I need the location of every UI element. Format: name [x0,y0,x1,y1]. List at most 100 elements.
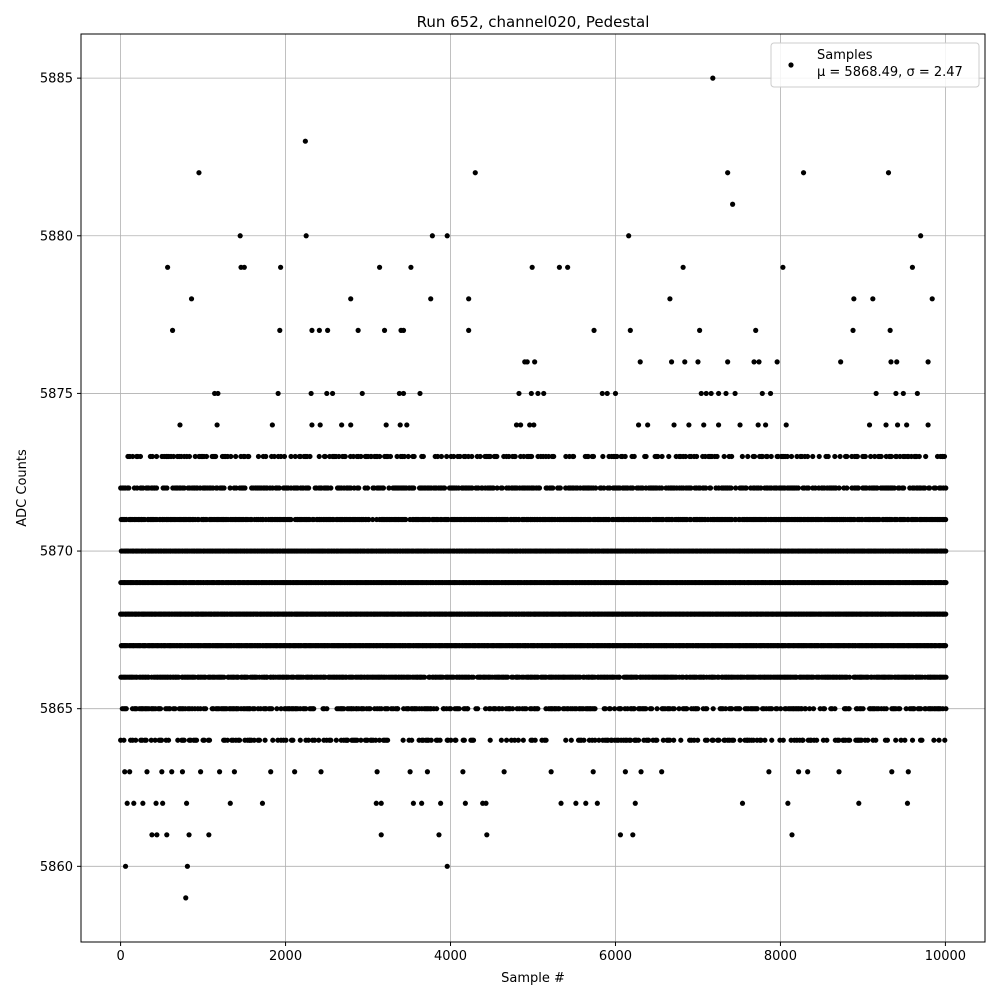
data-point [196,170,202,176]
data-point [499,706,505,712]
data-point [448,706,454,712]
data-point [324,390,330,397]
data-point [333,737,339,743]
data-point [367,706,373,712]
data-point [846,674,853,680]
data-point [666,453,672,460]
data-point [385,737,391,743]
data-point [348,296,354,302]
data-point [667,737,673,743]
data-point [167,706,173,712]
data-point [143,737,149,743]
data-point [710,737,716,743]
data-point [203,706,209,712]
data-point [592,737,598,743]
data-point [421,674,428,680]
data-point [290,737,296,743]
data-point [943,548,949,554]
data-point [941,453,948,460]
data-point [806,706,813,712]
data-point [654,706,660,712]
data-point [593,485,599,491]
data-point [732,390,738,397]
data-point [275,390,281,397]
data-point [503,737,510,743]
data-point [358,737,364,743]
data-point [596,737,602,743]
data-point [532,359,538,365]
data-point [626,233,632,239]
data-point [667,296,673,302]
data-point [873,390,879,397]
data-point [725,170,731,176]
data-point [400,737,406,743]
data-point [169,327,176,333]
data-point [380,485,387,491]
data-point [918,233,924,239]
data-point [888,359,894,365]
data-point [528,453,535,460]
data-point [364,485,371,491]
data-point [281,453,288,460]
data-point [936,737,942,743]
data-point [898,737,904,743]
data-point [434,706,440,712]
data-point [694,453,700,460]
data-point [682,359,688,365]
data-point [729,453,735,460]
data-point [943,706,949,712]
data-point [512,737,518,743]
data-point [844,453,850,460]
data-point [356,485,362,491]
data-point [355,327,361,333]
data-point [283,737,289,743]
data-point [278,264,284,270]
data-point [767,390,774,397]
data-point [854,453,861,460]
data-point [612,390,619,397]
data-point [316,327,322,333]
data-point [698,390,704,397]
data-point [470,737,477,743]
data-point [754,706,760,712]
data-point [788,453,795,460]
data-point [723,390,729,397]
data-point [411,485,417,491]
data-point [825,453,831,460]
data-point [725,359,731,365]
data-point [376,737,383,743]
data-point [743,485,749,491]
data-point [475,706,481,712]
data-point [345,737,351,743]
data-point [649,706,655,712]
data-point [604,390,610,397]
data-point [918,706,924,712]
data-point [590,453,597,460]
data-point [824,737,830,743]
data-point [307,453,313,460]
data-point [482,706,489,712]
data-point [568,737,574,743]
data-point [715,390,722,397]
data-point [551,453,557,460]
data-point [627,737,634,743]
data-point [631,706,637,712]
data-point [193,737,200,743]
data-point [153,485,160,491]
data-point [400,327,407,333]
data-point [411,453,417,460]
data-point [581,737,587,743]
data-point [730,201,736,207]
data-point [668,359,675,365]
data-point [324,706,330,712]
data-point [870,296,876,302]
data-point [680,264,686,270]
data-point [804,453,811,460]
data-point [878,453,884,460]
data-point [274,706,280,712]
data-point [903,706,909,712]
data-point [795,485,801,491]
data-point [612,706,618,712]
data-point [188,296,195,302]
data-point [469,453,475,460]
